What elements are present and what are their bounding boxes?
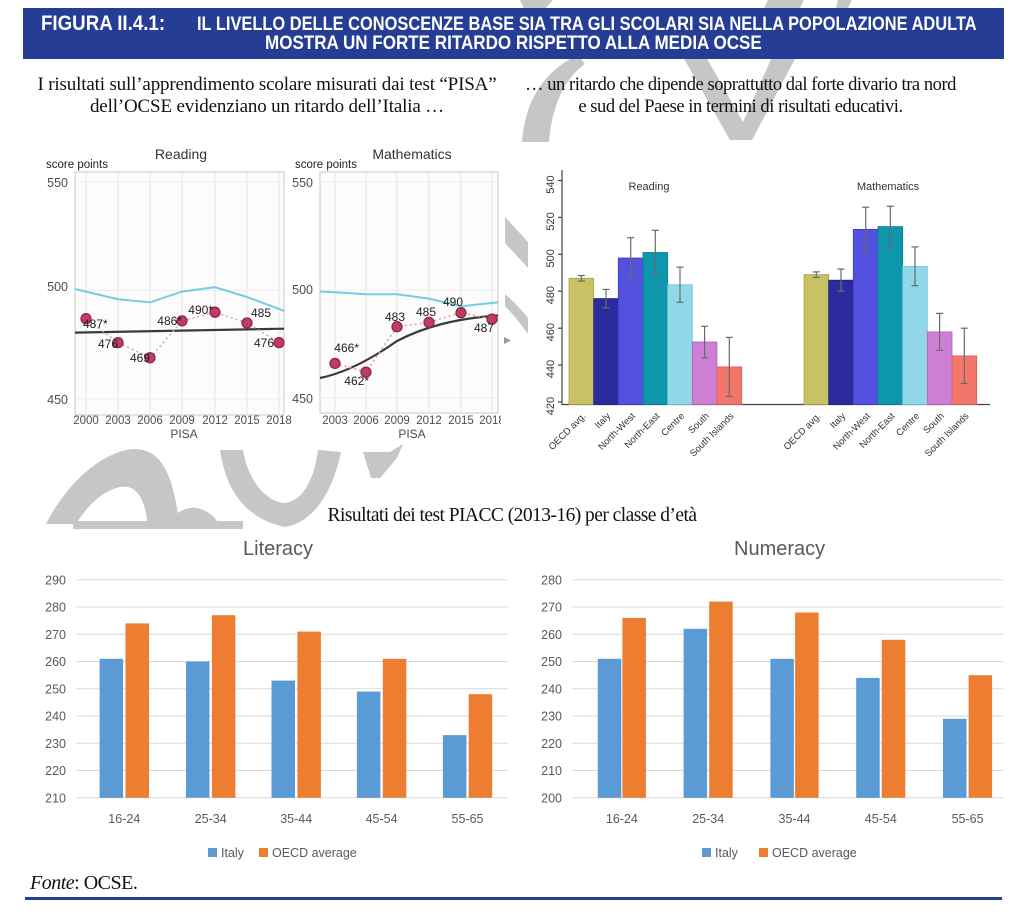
svg-text:2003: 2003 bbox=[105, 415, 131, 427]
svg-text:486*: 486* bbox=[157, 314, 182, 328]
svg-text:450: 450 bbox=[292, 392, 313, 406]
svg-text:16-24: 16-24 bbox=[606, 812, 638, 826]
svg-text:520: 520 bbox=[545, 212, 557, 230]
svg-text:Reading: Reading bbox=[155, 146, 207, 162]
svg-text:2009: 2009 bbox=[384, 415, 410, 427]
svg-text:490*: 490* bbox=[188, 303, 213, 317]
svg-text:500: 500 bbox=[545, 249, 557, 267]
svg-text:440: 440 bbox=[545, 360, 557, 378]
svg-text:2012: 2012 bbox=[416, 415, 442, 427]
svg-text:45-54: 45-54 bbox=[865, 812, 897, 826]
svg-text:35-44: 35-44 bbox=[280, 812, 312, 826]
svg-text:460: 460 bbox=[545, 323, 557, 341]
svg-text:270: 270 bbox=[45, 628, 66, 642]
svg-text:200: 200 bbox=[541, 791, 562, 805]
svg-text:485: 485 bbox=[416, 305, 436, 319]
svg-text:250: 250 bbox=[541, 655, 562, 669]
svg-text:PISA: PISA bbox=[398, 427, 425, 441]
svg-text:469: 469 bbox=[130, 351, 150, 365]
svg-text:487*: 487* bbox=[83, 317, 108, 331]
svg-text:OECD average: OECD average bbox=[272, 846, 357, 860]
svg-text:2018: 2018 bbox=[479, 415, 501, 427]
svg-text:2006: 2006 bbox=[353, 415, 379, 427]
svg-text:476: 476 bbox=[254, 336, 274, 350]
svg-text:500: 500 bbox=[292, 283, 313, 297]
svg-text:45-54: 45-54 bbox=[366, 812, 398, 826]
svg-text:420: 420 bbox=[545, 397, 557, 415]
svg-text:Mathematics: Mathematics bbox=[372, 146, 451, 162]
svg-text:240: 240 bbox=[45, 710, 66, 724]
svg-text:290: 290 bbox=[45, 573, 66, 587]
svg-text:260: 260 bbox=[541, 628, 562, 642]
svg-text:500: 500 bbox=[47, 280, 68, 294]
svg-text:2018: 2018 bbox=[266, 415, 292, 427]
svg-text:OECD average: OECD average bbox=[772, 846, 857, 860]
svg-text:210: 210 bbox=[541, 764, 562, 778]
svg-text:280: 280 bbox=[541, 573, 562, 587]
svg-text:487: 487 bbox=[474, 321, 494, 335]
svg-text:550: 550 bbox=[292, 176, 313, 190]
svg-text:483: 483 bbox=[385, 310, 405, 324]
svg-text:2000: 2000 bbox=[73, 415, 99, 427]
svg-text:Italy: Italy bbox=[715, 846, 739, 860]
svg-text:25-34: 25-34 bbox=[692, 812, 724, 826]
svg-text:210: 210 bbox=[45, 791, 66, 805]
svg-text:Numeracy: Numeracy bbox=[734, 538, 825, 560]
svg-text:35-44: 35-44 bbox=[779, 812, 811, 826]
svg-text:55-65: 55-65 bbox=[952, 812, 984, 826]
svg-text:55-65: 55-65 bbox=[452, 812, 484, 826]
svg-text:450: 450 bbox=[47, 393, 68, 407]
svg-text:score points: score points bbox=[46, 159, 108, 171]
svg-text:2012: 2012 bbox=[202, 415, 228, 427]
svg-text:2009: 2009 bbox=[169, 415, 195, 427]
svg-text:Reading: Reading bbox=[629, 181, 670, 193]
svg-text:Literacy: Literacy bbox=[243, 538, 313, 560]
svg-text:2003: 2003 bbox=[322, 415, 348, 427]
svg-text:230: 230 bbox=[541, 710, 562, 724]
svg-text:540: 540 bbox=[545, 175, 557, 193]
svg-text:240: 240 bbox=[541, 682, 562, 696]
svg-text:score points: score points bbox=[295, 159, 357, 171]
svg-text:230: 230 bbox=[45, 737, 66, 751]
svg-text:2006: 2006 bbox=[137, 415, 163, 427]
svg-text:280: 280 bbox=[45, 601, 66, 615]
svg-text:2015: 2015 bbox=[448, 415, 474, 427]
svg-text:466*: 466* bbox=[334, 341, 359, 355]
svg-text:220: 220 bbox=[45, 764, 66, 778]
svg-text:490: 490 bbox=[443, 295, 463, 309]
svg-text:250: 250 bbox=[45, 682, 66, 696]
svg-text:550: 550 bbox=[47, 176, 68, 190]
svg-text:220: 220 bbox=[541, 737, 562, 751]
svg-text:16-24: 16-24 bbox=[108, 812, 140, 826]
svg-text:PISA: PISA bbox=[170, 427, 197, 441]
svg-text:Mathematics: Mathematics bbox=[857, 181, 920, 193]
svg-text:462*: 462* bbox=[344, 374, 369, 388]
svg-text:260: 260 bbox=[45, 655, 66, 669]
svg-text:480: 480 bbox=[545, 286, 557, 304]
svg-text:476: 476 bbox=[98, 337, 118, 351]
svg-text:270: 270 bbox=[541, 601, 562, 615]
svg-text:485: 485 bbox=[251, 306, 271, 320]
svg-text:Italy: Italy bbox=[221, 846, 245, 860]
svg-text:25-34: 25-34 bbox=[195, 812, 227, 826]
svg-text:2015: 2015 bbox=[234, 415, 260, 427]
